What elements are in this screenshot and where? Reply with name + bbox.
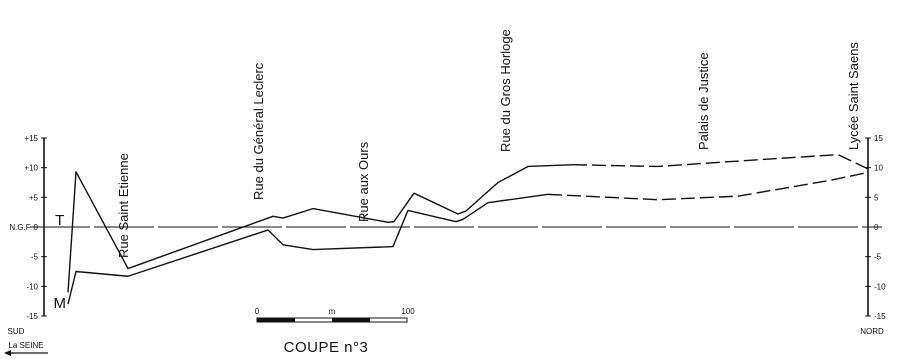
substratum-profile-line <box>67 193 549 305</box>
profile-curves <box>67 153 869 305</box>
street-annotations: Rue Saint Etienne Rue du Général Leclerc R… <box>116 29 861 258</box>
right-tick-label: 15 <box>874 134 883 143</box>
left-tick-label: +10 <box>24 164 38 173</box>
right-tick-label: 0 <box>874 223 879 232</box>
north-label: NORD <box>860 327 884 336</box>
river-arrow-icon <box>4 350 11 356</box>
series-label-m: M <box>54 295 67 312</box>
scale-bar-segment <box>257 318 295 322</box>
axes: +15 15 +10 10 +5 5 0 0 -5 -5 -10 -10 -15 -15 <box>24 134 886 321</box>
right-tick-label: 10 <box>874 164 883 173</box>
scale-bar: 0 m 100 <box>255 307 415 323</box>
y-axis-label: N.G.F <box>9 223 30 232</box>
right-tick-label: -5 <box>874 253 882 262</box>
right-tick-label: 5 <box>874 193 879 202</box>
right-tick-label: -15 <box>874 312 886 321</box>
left-tick-label: 0 <box>34 223 39 232</box>
series-label-t: T <box>55 212 65 229</box>
left-tick-label: -5 <box>31 253 39 262</box>
substratum-profile-line-dashed <box>547 171 869 201</box>
scale-bar-end: 100 <box>401 307 415 316</box>
street-label: Palais de Justice <box>696 52 711 150</box>
street-label: Rue Saint Etienne <box>116 153 131 258</box>
river-label: La SEINE <box>8 341 43 350</box>
street-label: Rue du Général Leclerc <box>251 62 266 200</box>
south-label: SUD <box>8 327 25 336</box>
scale-bar-unit: m <box>329 307 336 316</box>
street-label: Lycée Saint Saens <box>846 42 861 150</box>
scale-bar-start: 0 <box>255 307 260 316</box>
right-tick-label: -10 <box>874 282 886 291</box>
left-tick-label: -10 <box>26 282 38 291</box>
left-tick-label: +5 <box>29 193 39 202</box>
scale-bar-segment <box>332 318 370 322</box>
terrain-profile-line-dashed <box>572 153 869 170</box>
river-indicator: La SEINE <box>4 341 48 356</box>
diagram-title: COUPE n°3 <box>284 339 369 356</box>
left-tick-label: +15 <box>24 134 38 143</box>
street-label: Rue du Gros Horloge <box>498 29 513 152</box>
street-label: Rue aux Ours <box>356 141 371 222</box>
terrain-profile-line <box>67 164 574 293</box>
left-tick-label: -15 <box>26 312 38 321</box>
